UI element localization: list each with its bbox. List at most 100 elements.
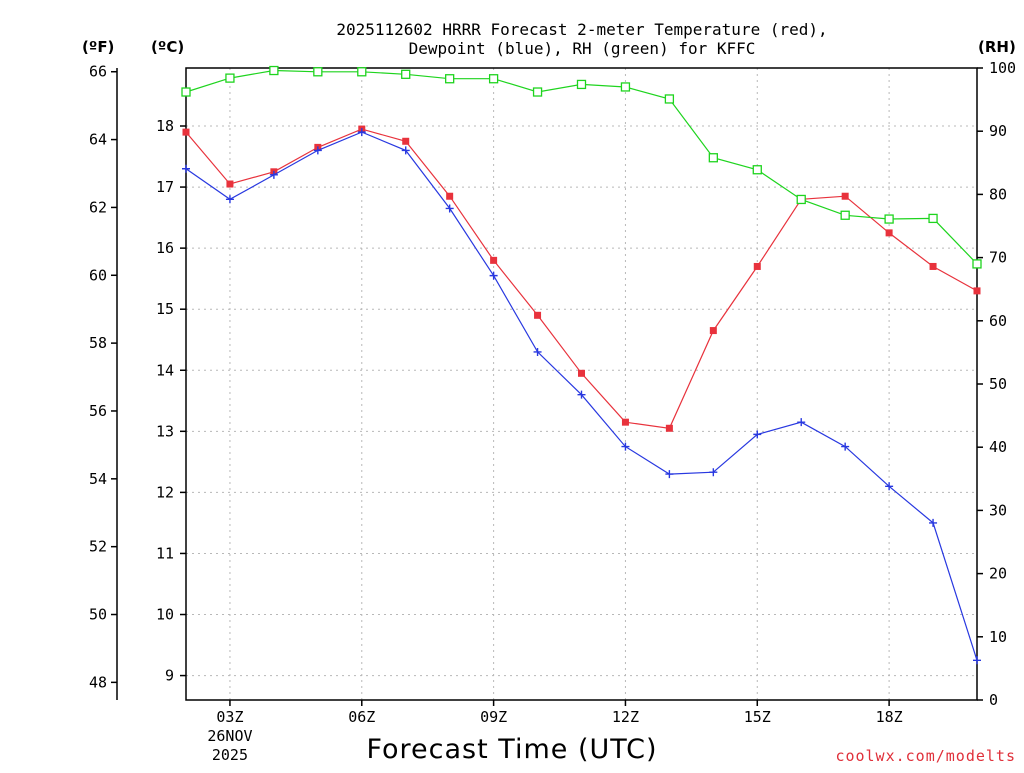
rh-point	[840, 210, 850, 220]
rh-point	[401, 69, 411, 79]
rh-point	[488, 74, 499, 84]
rh-tick-label: 10	[989, 628, 1007, 646]
dewpoint-series	[182, 128, 981, 665]
dewpoint-point	[885, 482, 894, 491]
dewpoint-point	[401, 146, 410, 155]
fahrenheit-tick-label: 64	[89, 131, 107, 149]
celsius-tick-label: 10	[156, 606, 174, 624]
dewpoint-point	[225, 195, 234, 204]
dewpoint-point	[313, 146, 322, 155]
celsius-tick-label: 18	[156, 117, 174, 135]
fahrenheit-unit-label: (ºF)	[82, 38, 114, 56]
credit-text: coolwx.com/modelts	[835, 747, 1016, 765]
rh-tick-label: 50	[989, 375, 1007, 393]
rh-point	[576, 79, 587, 90]
rh-point	[532, 87, 543, 97]
dewpoint-point	[973, 656, 981, 665]
rh-tick-label: 0	[989, 691, 998, 709]
rh-point	[928, 213, 938, 224]
x-tick-label: 03Z	[216, 708, 243, 726]
temperature-point	[841, 192, 849, 200]
temperature-point	[578, 369, 585, 377]
x-tick-label: 06Z	[348, 708, 375, 726]
dewpoint-point	[621, 442, 630, 451]
dewpoint-point	[533, 347, 542, 356]
dewpoint-point	[797, 418, 806, 427]
rh-point	[225, 73, 235, 83]
rh-point	[664, 94, 675, 104]
celsius-tick-label: 9	[165, 667, 174, 685]
rh-series	[181, 65, 982, 269]
dewpoint-point	[357, 128, 366, 137]
rh-tick-label: 40	[989, 438, 1007, 456]
fahrenheit-tick-label: 58	[89, 334, 107, 352]
dewpoint-point	[489, 271, 498, 280]
fahrenheit-tick-label: 50	[89, 606, 107, 624]
plot-frame	[185, 67, 978, 701]
chart-title-line-1: 2025112602 HRRR Forecast 2-meter Tempera…	[336, 20, 827, 39]
fahrenheit-tick-label: 52	[89, 538, 107, 556]
rh-point	[884, 214, 894, 224]
rh-line	[185, 69, 978, 265]
temperature-point	[665, 424, 673, 432]
temperature-point	[973, 287, 981, 295]
dewpoint-point	[665, 470, 674, 479]
temperature-point	[885, 229, 893, 237]
rh-point	[445, 74, 455, 84]
rh-point	[620, 82, 631, 92]
celsius-unit-label: (ºC)	[151, 38, 184, 56]
temperature-point	[490, 256, 498, 264]
fahrenheit-tick-label: 54	[89, 470, 107, 488]
rh-point	[181, 87, 191, 97]
celsius-tick-label: 13	[156, 422, 174, 440]
rh-tick-label: 30	[989, 501, 1007, 519]
temperature-point	[534, 311, 542, 319]
x-tick-date: 26NOV	[207, 727, 252, 745]
temperature-line	[185, 128, 978, 429]
x-tick-label: 18Z	[876, 708, 903, 726]
temperature-point	[929, 262, 937, 270]
rh-tick-label: 90	[989, 122, 1007, 140]
rh-axis: 0 10 20 30 40 50 60 70 80 90 100	[977, 59, 1016, 709]
dewpoint-point	[269, 170, 278, 179]
fahrenheit-tick-label: 66	[89, 63, 107, 81]
rh-tick-label: 20	[989, 565, 1007, 583]
fahrenheit-tick-label: 48	[89, 673, 107, 691]
celsius-tick-label: 17	[156, 178, 174, 196]
temperature-point	[753, 262, 761, 270]
celsius-tick-label: 11	[156, 544, 174, 562]
celsius-axis: 9 10 11 12 13 14 15 16 17 18	[156, 117, 186, 685]
celsius-tick-label: 14	[156, 361, 174, 379]
x-tick-label: 09Z	[480, 708, 507, 726]
temperature-point	[621, 418, 629, 426]
x-axis-title: Forecast Time (UTC)	[366, 734, 657, 765]
rh-point	[269, 65, 279, 76]
dewpoint-point	[753, 430, 762, 439]
celsius-tick-label: 15	[156, 300, 174, 318]
chart-title-line-2: Dewpoint (blue), RH (green) for KFFC	[409, 39, 756, 58]
rh-point	[972, 259, 982, 269]
temperature-series	[182, 125, 981, 432]
rh-point	[708, 153, 718, 163]
dewpoint-point	[445, 204, 454, 213]
x-tick-label: 12Z	[612, 708, 639, 726]
temperature-point	[709, 327, 717, 335]
rh-unit-label: (RH)	[978, 38, 1016, 56]
fahrenheit-tick-label: 62	[89, 198, 107, 216]
series-layer	[181, 65, 982, 665]
rh-tick-label: 80	[989, 185, 1007, 203]
fahrenheit-axis: 48 50 52 54 56 58 60 62 64 66	[89, 63, 117, 691]
rh-point	[796, 194, 806, 205]
rh-tick-label: 100	[989, 59, 1016, 77]
dewpoint-point	[929, 518, 938, 527]
temperature-point	[402, 137, 410, 145]
rh-tick-label: 70	[989, 249, 1007, 267]
fahrenheit-tick-label: 56	[89, 402, 107, 420]
fahrenheit-tick-label: 60	[89, 266, 107, 284]
temperature-point	[446, 192, 454, 200]
celsius-tick-label: 16	[156, 239, 174, 257]
rh-point	[313, 67, 323, 77]
